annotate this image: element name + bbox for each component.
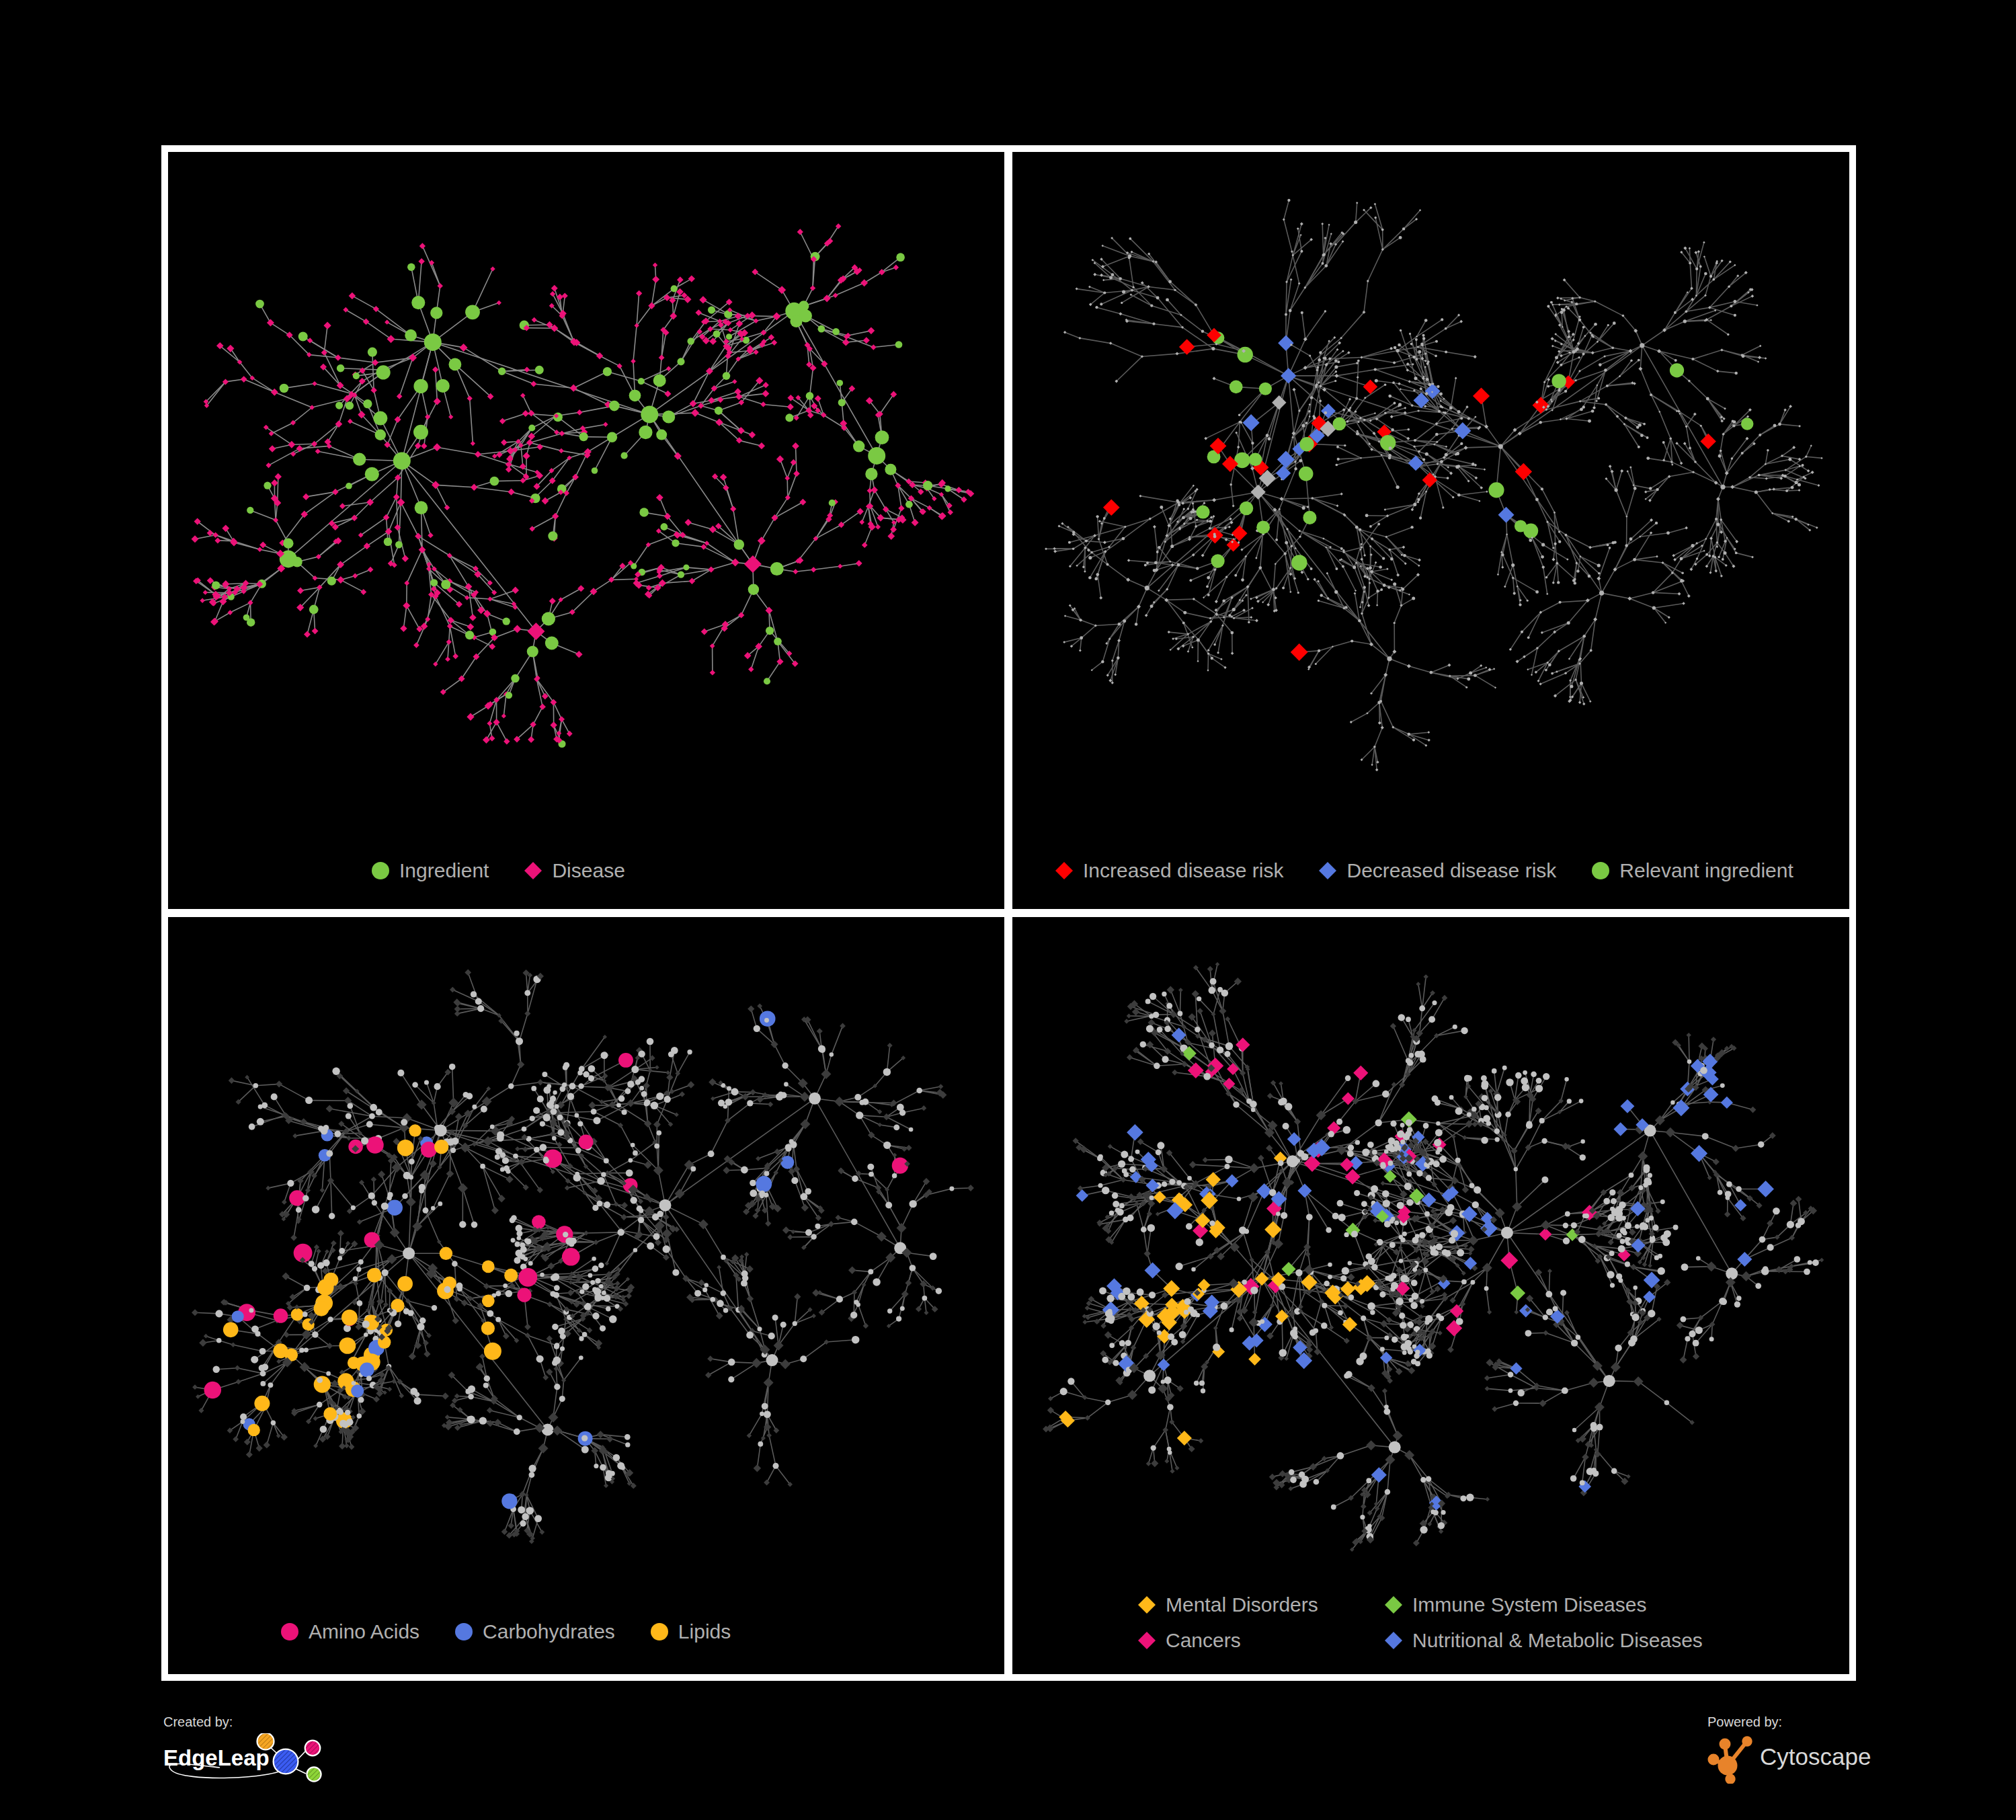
svg-text:EdgeLeap: EdgeLeap [163, 1745, 270, 1770]
svg-text:Cytoscape: Cytoscape [1760, 1743, 1871, 1770]
